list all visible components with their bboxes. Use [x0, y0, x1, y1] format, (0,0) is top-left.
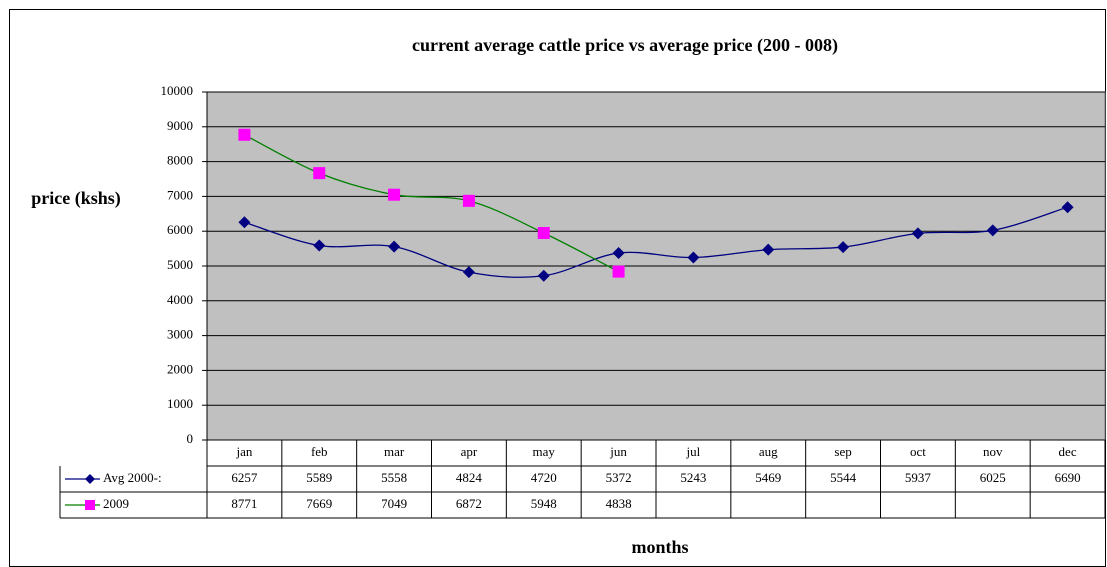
- y-tick-label: 3000: [167, 327, 193, 342]
- table-value: 5243: [680, 470, 706, 485]
- y-tick-label: 7000: [167, 187, 193, 202]
- table-value: 5544: [830, 470, 857, 485]
- x-tick-label: jan: [235, 444, 252, 459]
- y-tick-label: 8000: [167, 153, 193, 168]
- marker: [537, 269, 550, 282]
- marker: [986, 224, 999, 237]
- marker: [313, 167, 326, 180]
- marker: [238, 216, 251, 229]
- table-value: 5558: [381, 470, 407, 485]
- y-tick-label: 9000: [167, 118, 193, 133]
- legend-label: Avg 2000-:: [103, 470, 162, 485]
- marker: [911, 227, 924, 240]
- y-tick-label: 0: [187, 431, 194, 446]
- table-value: 4720: [531, 470, 557, 485]
- x-tick-label: feb: [311, 444, 328, 459]
- table-value: 4824: [456, 470, 483, 485]
- x-tick-label: oct: [910, 444, 926, 459]
- marker: [462, 194, 475, 207]
- series-line: [244, 206, 1068, 278]
- y-tick-label: 6000: [167, 222, 193, 237]
- marker: [612, 265, 625, 278]
- legend-label: 2009: [103, 496, 129, 511]
- marker: [762, 243, 775, 256]
- chart-title: current average cattle price vs average …: [412, 35, 838, 56]
- table-value: 5948: [531, 496, 557, 511]
- x-axis-label: months: [631, 537, 688, 557]
- table-value: 6872: [456, 496, 482, 511]
- y-axis-label: price (kshs): [31, 188, 121, 209]
- x-tick-label: may: [533, 444, 556, 459]
- y-tick-label: 1000: [167, 396, 193, 411]
- marker: [1061, 201, 1074, 214]
- table-value: 6690: [1055, 470, 1081, 485]
- marker: [612, 247, 625, 260]
- table-value: 7669: [306, 496, 332, 511]
- table-value: 4838: [606, 496, 632, 511]
- x-tick-label: jun: [609, 444, 627, 459]
- y-tick-label: 4000: [167, 292, 193, 307]
- legend-marker: [85, 500, 95, 510]
- x-tick-label: aug: [759, 444, 778, 459]
- table-value: 6257: [231, 470, 258, 485]
- marker: [837, 241, 850, 254]
- marker: [687, 251, 700, 264]
- marker: [238, 128, 251, 141]
- table-value: 5589: [306, 470, 332, 485]
- table-value: 5372: [606, 470, 632, 485]
- marker: [462, 266, 475, 279]
- marker: [388, 188, 401, 201]
- y-tick-label: 2000: [167, 361, 193, 376]
- x-tick-label: sep: [834, 444, 851, 459]
- table-value: 7049: [381, 496, 407, 511]
- marker: [537, 227, 550, 240]
- table-value: 5469: [755, 470, 781, 485]
- series-line: [244, 134, 619, 273]
- x-tick-label: mar: [384, 444, 405, 459]
- legend-marker: [85, 474, 95, 484]
- table-value: 5937: [905, 470, 932, 485]
- x-tick-label: apr: [461, 444, 478, 459]
- y-tick-label: 10000: [161, 83, 194, 98]
- marker: [388, 240, 401, 253]
- x-tick-label: nov: [983, 444, 1003, 459]
- x-tick-label: jul: [686, 444, 701, 459]
- marker: [313, 239, 326, 252]
- y-tick-label: 5000: [167, 257, 193, 272]
- table-value: 6025: [980, 470, 1006, 485]
- x-tick-label: dec: [1059, 444, 1077, 459]
- table-value: 8771: [231, 496, 257, 511]
